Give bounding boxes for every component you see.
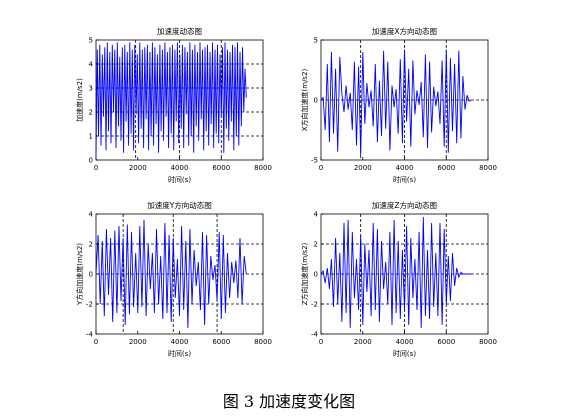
chart3-xtick-label: 8000 [254,338,272,346]
chart3-ylabel: Y方向加速度(m/s2) [75,243,84,306]
chart3-xlabel: 时间(s) [168,349,191,358]
chart2-ytick-label: 0 [314,97,318,105]
chart4-xtick-label: 0 [319,338,323,346]
chart1-xlabel: 时间(s) [168,175,191,184]
chart2-xtick-label: 4000 [396,164,414,172]
chart3-ytick-label: 4 [89,211,94,219]
chart4-ytick-label: 0 [314,271,318,279]
chart4-xtick-label: 6000 [437,338,455,346]
chart4-xlabel: 时间(s) [393,349,416,358]
chart2-ytick-label: -5 [311,157,318,165]
chart4-xtick-label: 2000 [354,338,372,346]
chart1-xtick-label: 2000 [129,164,147,172]
chart2-xtick-label: 6000 [437,164,455,172]
chart1-ytick-label: 2 [89,109,93,117]
figure-caption: 图 3 加速度变化图 [222,392,356,411]
chart1-ytick-label: 0 [89,157,93,165]
chart2-ytick-label: 5 [314,37,318,45]
chart4-xtick-label: 8000 [479,338,497,346]
chart2-xlabel: 时间(s) [393,175,416,184]
chart1-series-line [95,42,247,158]
chart3-ytick-label: 0 [89,271,93,279]
chart2-xtick-label: 8000 [479,164,497,172]
chart1-ytick-label: 5 [89,37,93,45]
chart2-series-line [320,49,472,156]
chart3-xtick-label: 6000 [212,338,230,346]
chart3-series-line [95,219,247,329]
chart3-title: 加速度Y方向动态图 [147,200,212,210]
chart2-xtick-label: 2000 [354,164,372,172]
chart4-series-line [320,216,472,329]
chart4-ytick-label: 4 [314,211,319,219]
chart3-ytick-label: 2 [89,241,93,249]
chart4-ylabel: Z方向加速度(m/s2) [300,242,309,305]
chart1-xtick-label: 8000 [254,164,272,172]
chart1-xtick-label: 0 [94,164,98,172]
chart3-xtick-label: 4000 [171,338,189,346]
chart2-xtick-label: 0 [319,164,323,172]
chart1-xtick-label: 6000 [212,164,230,172]
chart1-ylabel: 加速度(m/s2) [75,78,84,122]
chart2-ylabel: X方向加速度(m/s2) [300,68,309,131]
chart1-ytick-label: 1 [89,133,93,141]
chart4-xtick-label: 4000 [396,338,414,346]
chart4-title: 加速度Z方向动态图 [372,200,437,210]
chart1-xtick-label: 4000 [171,164,189,172]
chart4-ytick-label: -4 [311,331,319,339]
chart1-title: 加速度动态图 [157,26,202,36]
chart2-title: 加速度X方向动态图 [372,26,437,36]
chart4-ytick-label: -2 [311,301,318,309]
chart3-ytick-label: -2 [86,301,93,309]
chart3-xtick-label: 2000 [129,338,147,346]
chart3-xtick-label: 0 [94,338,98,346]
chart4-ytick-label: 2 [314,241,318,249]
chart1-ytick-label: 4 [89,61,94,69]
chart1-ytick-label: 3 [89,85,93,93]
chart3-ytick-label: -4 [86,331,94,339]
